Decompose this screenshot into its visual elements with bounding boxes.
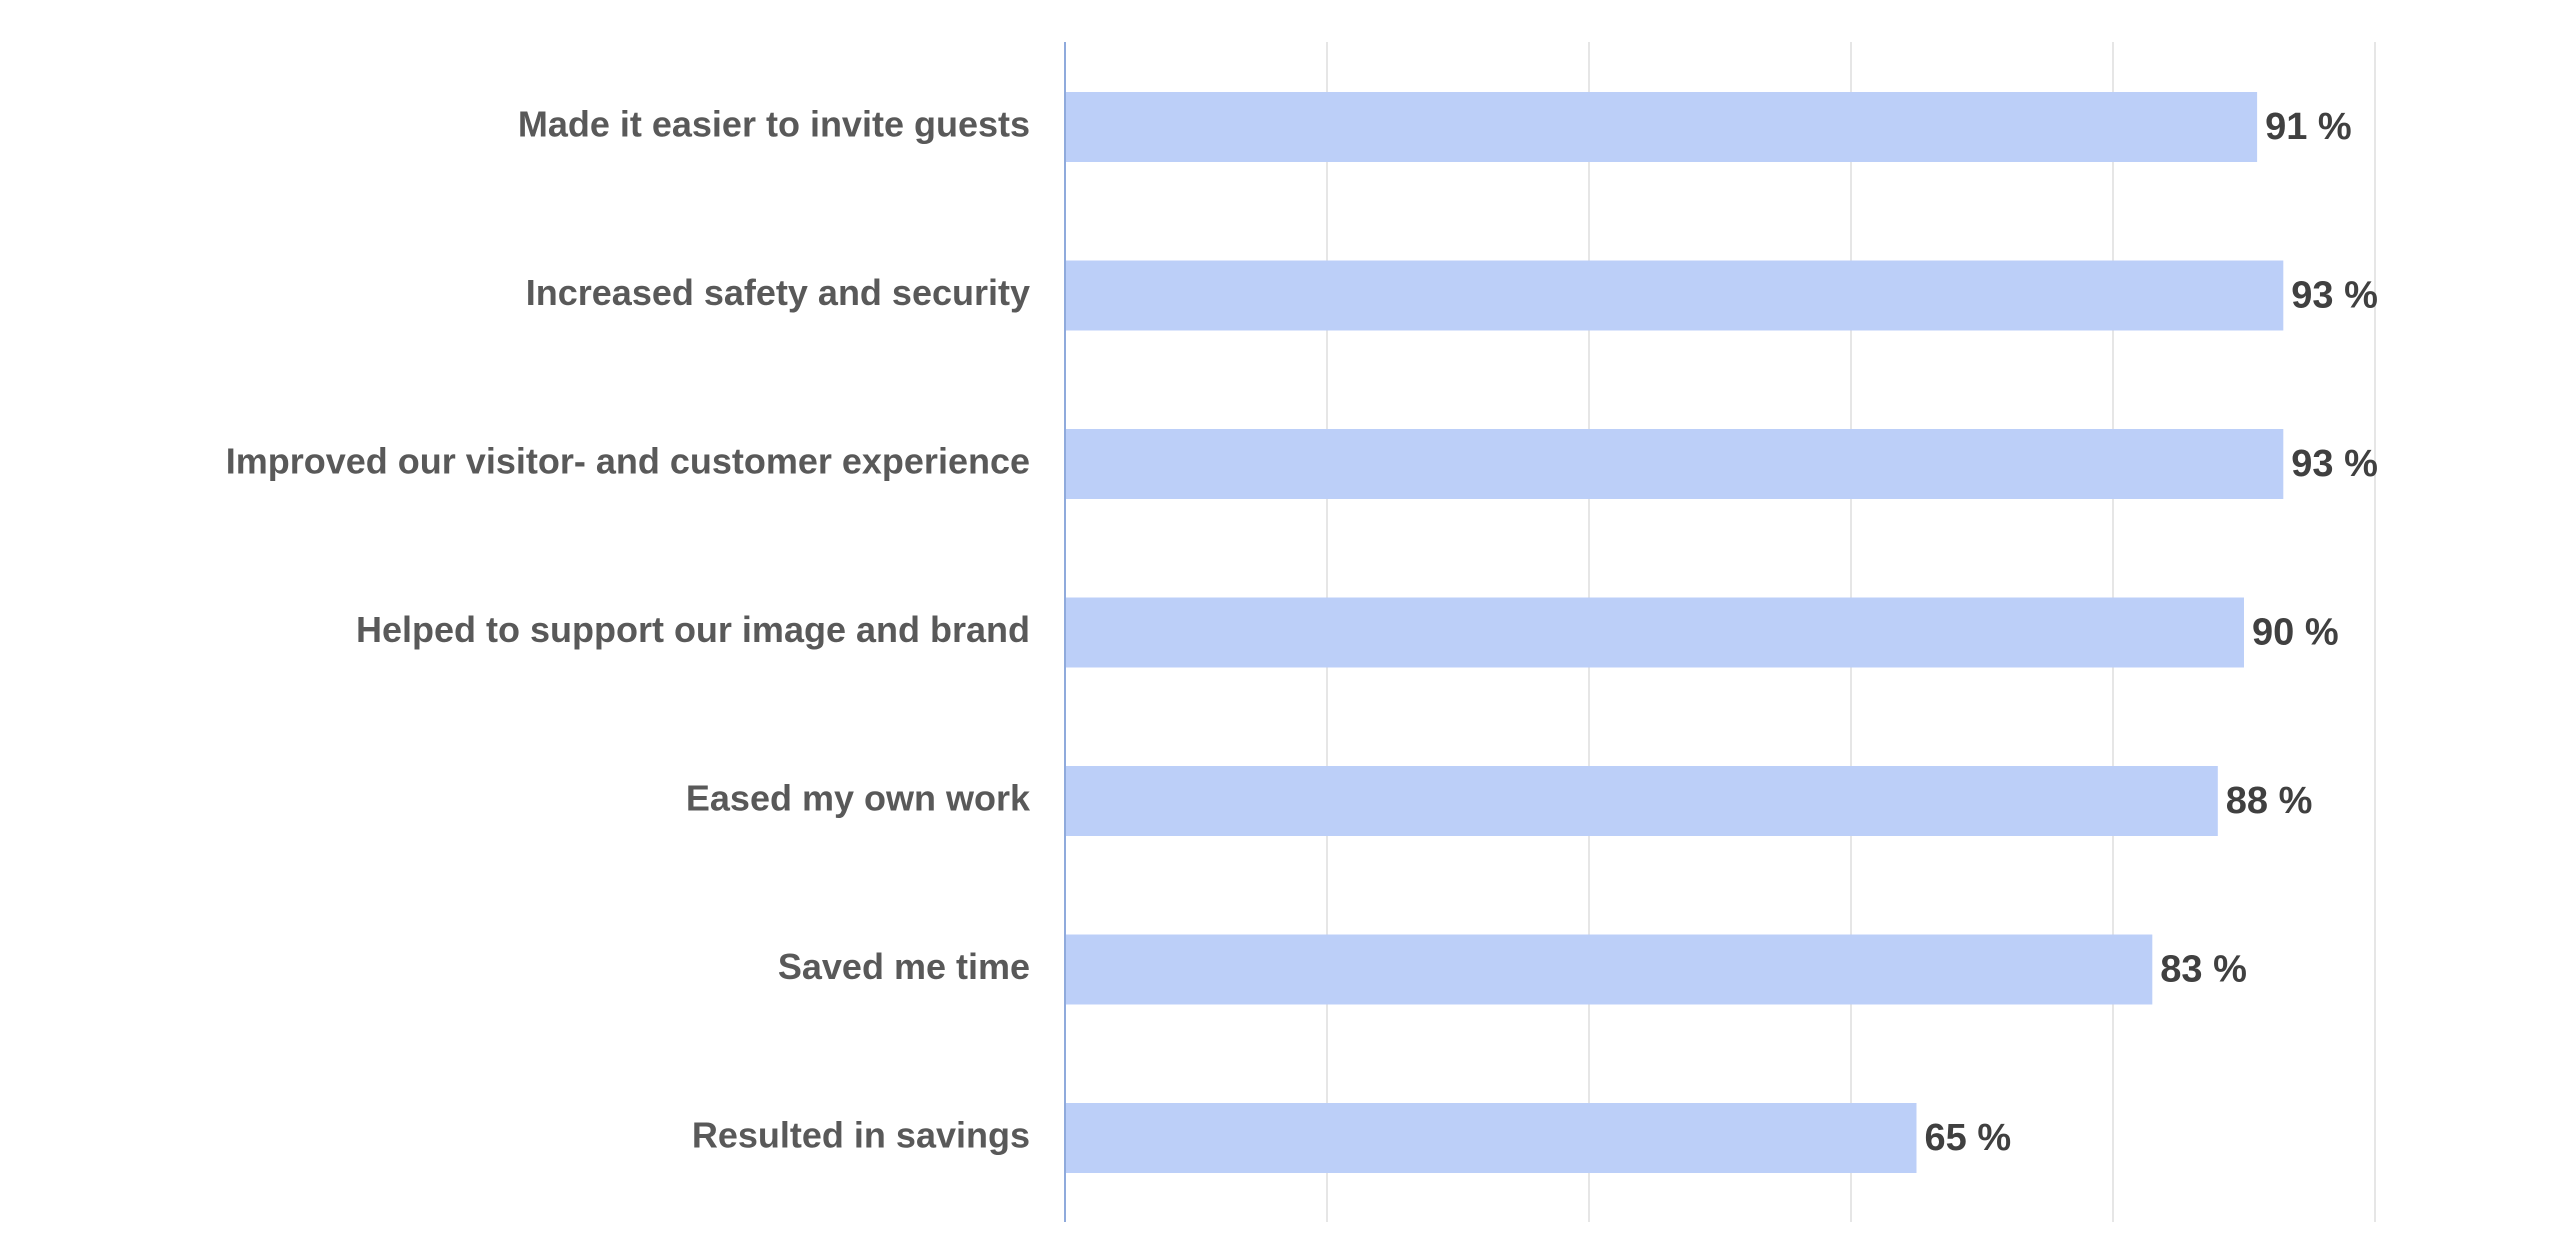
category-label-3: Improved our visitor- and customer exper… xyxy=(226,441,1030,482)
value-label-2: 93 % xyxy=(2291,275,2378,317)
bars xyxy=(1065,92,2284,1173)
value-label-6: 83 % xyxy=(2160,949,2247,991)
category-label-5: Eased my own work xyxy=(686,778,1031,819)
category-label-2: Increased safety and security xyxy=(526,272,1030,313)
value-label-4: 90 % xyxy=(2252,612,2339,654)
value-label-1: 91 % xyxy=(2265,106,2352,148)
bar-7 xyxy=(1065,1103,1917,1173)
bar-6 xyxy=(1065,934,2153,1005)
category-label-4: Helped to support our image and brand xyxy=(356,609,1030,650)
value-label-7: 65 % xyxy=(1925,1117,2012,1159)
bar-3 xyxy=(1065,429,2284,499)
category-labels: Made it easier to invite guests Increased… xyxy=(226,104,1031,1156)
bar-2 xyxy=(1065,260,2284,331)
bar-1 xyxy=(1065,92,2258,162)
category-label-1: Made it easier to invite guests xyxy=(518,104,1030,145)
bar-5 xyxy=(1065,766,2218,836)
bar-4 xyxy=(1065,597,2244,668)
value-labels: 91 % 93 % 93 % 90 % 88 % 83 % 65 % xyxy=(1925,106,2378,1159)
value-label-3: 93 % xyxy=(2291,443,2378,485)
category-label-6: Saved me time xyxy=(778,946,1030,987)
value-label-5: 88 % xyxy=(2226,780,2313,822)
category-label-7: Resulted in savings xyxy=(692,1115,1030,1156)
